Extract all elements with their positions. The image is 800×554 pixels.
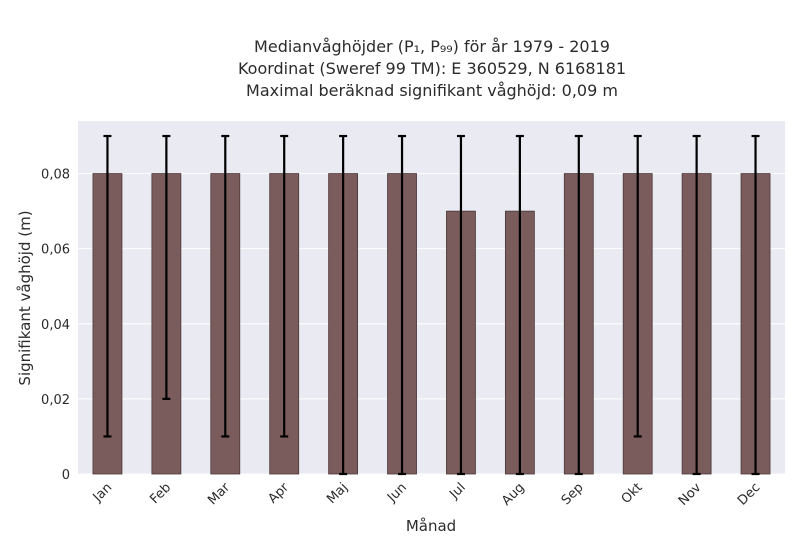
x-tick-label: Dec	[735, 480, 763, 508]
x-tick-label: Apr	[266, 480, 293, 507]
x-axis-ticks: Jan Feb Mar Apr Maj Jun Jul Aug Sep Okt Nov Dec	[90, 480, 764, 509]
x-tick-label: Nov	[676, 480, 705, 509]
y-tick-label: 0,02	[41, 393, 70, 408]
x-tick-label: Aug	[499, 480, 528, 509]
plot-area	[78, 121, 785, 474]
y-tick-label: 0,04	[41, 318, 70, 333]
grid-lines	[78, 173, 785, 475]
y-axis-ticks: 0 0,02 0,04 0,06 0,08	[41, 168, 70, 483]
x-tick-label: Okt	[619, 480, 646, 507]
chart-title-line-1: Medianvåghöjder (P₁, P₉₉) för år 1979 - …	[254, 37, 610, 56]
error-bars	[103, 134, 760, 476]
x-axis-label: Månad	[406, 517, 456, 535]
x-tick-label: Feb	[147, 480, 174, 507]
chart-title-line-2: Koordinat (Sweref 99 TM): E 360529, N 61…	[238, 59, 626, 78]
y-tick-label: 0,08	[41, 168, 70, 183]
x-tick-label: Jun	[384, 480, 410, 506]
x-tick-label: Jul	[446, 480, 468, 502]
x-tick-label: Jan	[90, 480, 115, 505]
x-tick-label: Maj	[324, 480, 351, 507]
y-axis-label: Signifikant våghöjd (m)	[16, 210, 34, 385]
chart-title-line-3: Maximal beräknad signifikant våghöjd: 0,…	[246, 81, 618, 100]
y-tick-label: 0	[62, 468, 70, 483]
x-tick-label: Mar	[205, 480, 233, 508]
y-tick-label: 0,06	[41, 243, 70, 258]
x-tick-label: Sep	[559, 480, 587, 508]
